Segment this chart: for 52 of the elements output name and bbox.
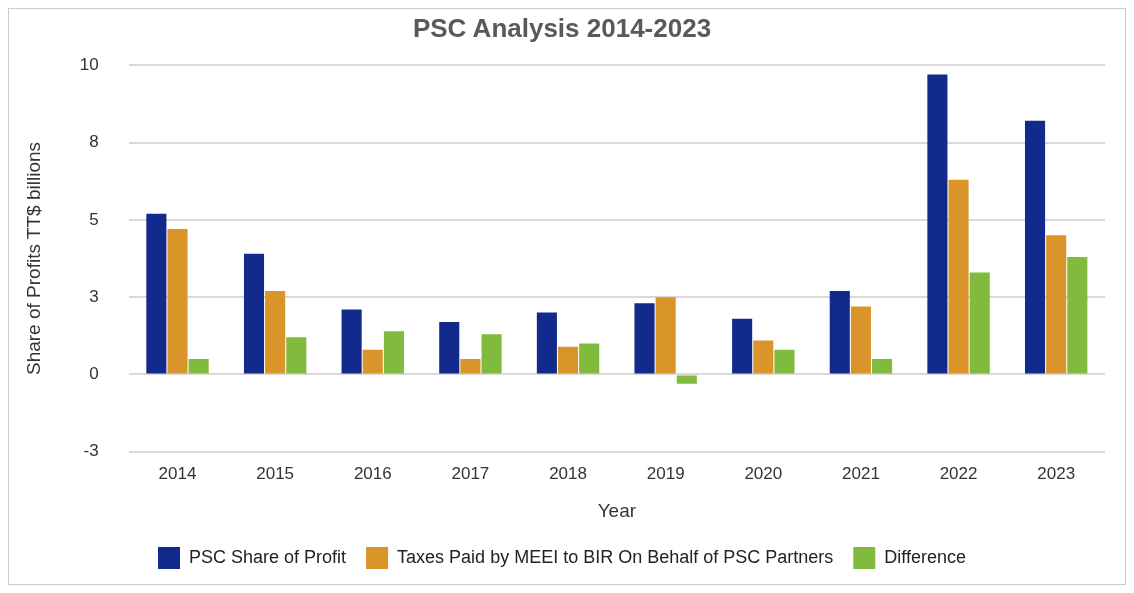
bar bbox=[634, 303, 655, 374]
legend-label: Difference bbox=[884, 546, 966, 567]
y-tick-label: 0 bbox=[89, 364, 99, 384]
bar bbox=[927, 74, 948, 374]
x-tick-label: 2023 bbox=[1037, 463, 1076, 483]
x-tick-label: 2020 bbox=[744, 463, 783, 483]
y-tick-label: -3 bbox=[83, 441, 99, 461]
bar bbox=[341, 309, 362, 374]
bar bbox=[439, 321, 460, 374]
bar bbox=[850, 306, 871, 374]
chart-title: PSC Analysis 2014-2023 bbox=[412, 12, 712, 43]
bar bbox=[460, 359, 481, 374]
bar bbox=[732, 318, 753, 374]
x-tick-label: 2022 bbox=[939, 463, 978, 483]
bar bbox=[481, 334, 502, 374]
x-tick-label: 2021 bbox=[842, 463, 880, 483]
y-tick-label: 3 bbox=[89, 286, 99, 306]
bar bbox=[753, 340, 774, 374]
bar bbox=[655, 297, 676, 374]
y-tick-label: 10 bbox=[79, 54, 99, 74]
bar bbox=[188, 359, 209, 374]
bar bbox=[557, 346, 579, 374]
bar bbox=[243, 253, 265, 374]
bar bbox=[286, 337, 307, 374]
x-axis-title: Year bbox=[597, 499, 637, 521]
y-tick-label: 5 bbox=[89, 209, 99, 229]
x-tick-label: 2014 bbox=[158, 463, 197, 483]
bar bbox=[829, 290, 850, 374]
bar bbox=[774, 349, 795, 374]
bar bbox=[948, 179, 969, 374]
x-tick-label: 2019 bbox=[646, 463, 685, 483]
bar bbox=[146, 213, 167, 374]
x-tick-label: 2017 bbox=[451, 463, 490, 483]
bar bbox=[1067, 256, 1088, 374]
x-tick-label: 2015 bbox=[256, 463, 295, 483]
bar bbox=[872, 359, 893, 374]
bar bbox=[1046, 235, 1067, 374]
bar bbox=[676, 375, 697, 384]
y-axis-title: Share of Profits TT$ billions bbox=[22, 141, 44, 376]
bar bbox=[969, 272, 990, 374]
bar bbox=[167, 229, 188, 374]
bar bbox=[383, 331, 404, 374]
legend-label: PSC Share of Profit bbox=[189, 546, 347, 567]
bar bbox=[362, 349, 383, 374]
bar bbox=[536, 312, 557, 374]
bar bbox=[579, 343, 600, 374]
y-tick-label: 8 bbox=[89, 132, 99, 152]
x-tick-label: 2016 bbox=[353, 463, 392, 483]
bar bbox=[265, 290, 286, 374]
x-tick-label: 2018 bbox=[549, 463, 587, 483]
legend-label: Taxes Paid by MEEI to BIR On Behalf of PSC Partners bbox=[397, 546, 834, 567]
bar bbox=[1024, 120, 1046, 374]
